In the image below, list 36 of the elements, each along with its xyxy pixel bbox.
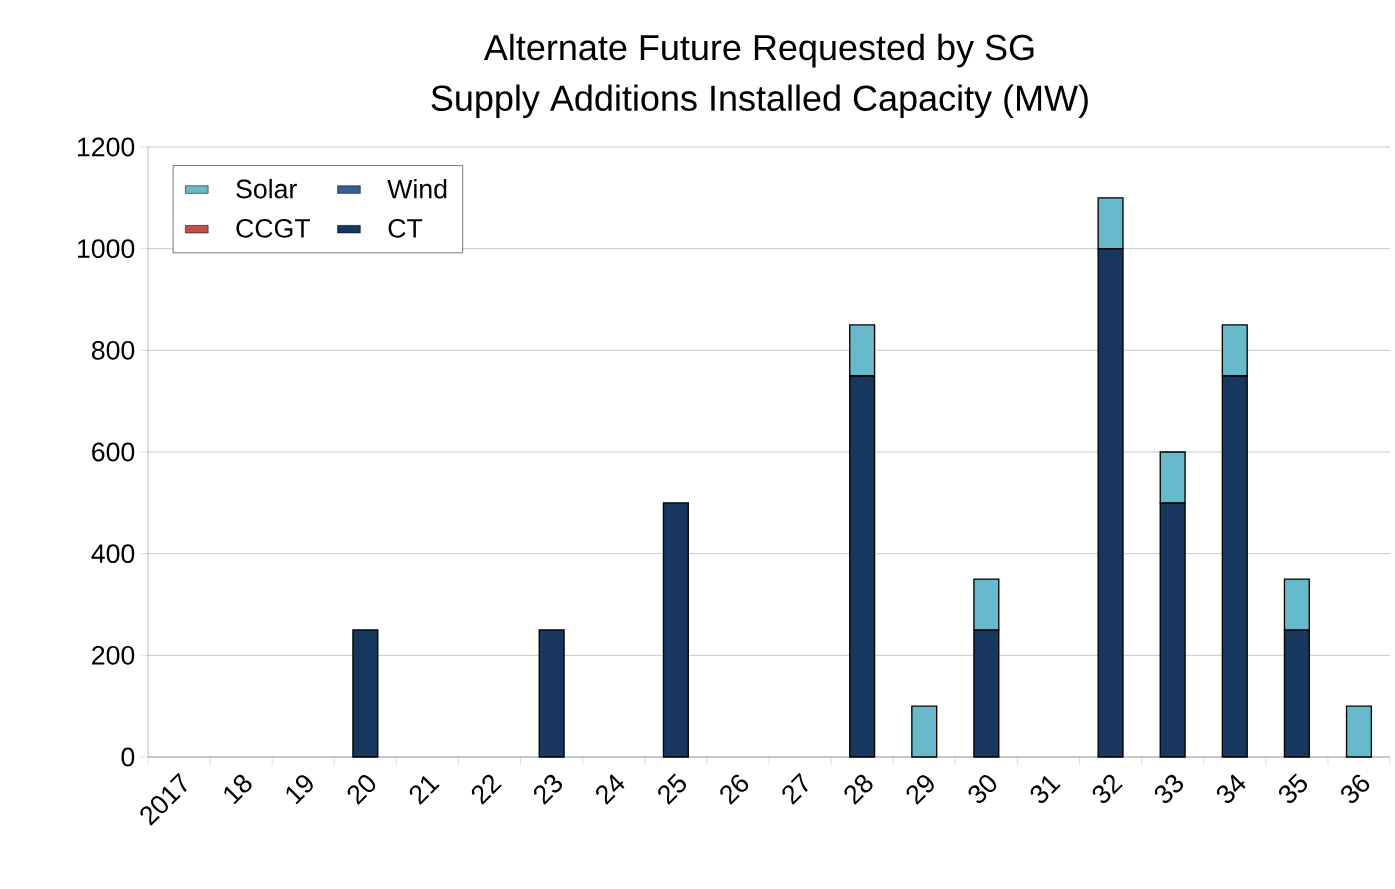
x-tick-label: 29 (906, 775, 934, 805)
x-tick-label: 30 (968, 775, 997, 804)
bar (911, 705, 938, 758)
legend-label: Wind (387, 178, 447, 199)
bar (662, 502, 689, 758)
x-tick-label: 35 (1279, 773, 1308, 804)
x-tick-label: 26 (720, 774, 749, 805)
y-tick-label: 1000 (78, 239, 135, 259)
legend-label: Solar (236, 178, 297, 199)
y-tick-label: 0 (121, 747, 135, 767)
x-tick-label: 21 (409, 775, 440, 805)
x-tick-label: 19 (286, 775, 313, 805)
x-tick-label: 22 (471, 774, 502, 805)
x-tick-label: 28 (844, 774, 873, 805)
x-tick-label: 20 (347, 775, 376, 805)
y-tick-label: 1200 (78, 137, 135, 157)
x-tick-label: 18 (224, 774, 252, 805)
y-tick-label: 600 (92, 442, 135, 462)
x-tick-label: 34 (1216, 774, 1246, 804)
legend-label: CT (388, 218, 423, 238)
bar (1345, 705, 1373, 758)
bar (538, 629, 565, 758)
bar (352, 629, 379, 758)
x-tick-label: 31 (1030, 775, 1061, 804)
chart-title: Alternate Future Requested by SG Supply Additions Installed Capacity (MW) (431, 33, 1088, 119)
x-tick-label: 24 (596, 774, 625, 805)
y-tick-label: 200 (92, 645, 135, 665)
legend-label: CCGT (236, 218, 311, 238)
x-tick-label: 25 (658, 773, 686, 805)
x-tick-label: 32 (1092, 774, 1123, 804)
x-tick-label: 27 (782, 772, 808, 805)
y-tick-label: 400 (91, 544, 135, 564)
x-tick-label: 36 (1341, 774, 1370, 804)
x-tick-label: 33 (1154, 774, 1184, 804)
x-tick-label: 23 (533, 774, 563, 805)
y-tick-label: 800 (91, 340, 135, 360)
